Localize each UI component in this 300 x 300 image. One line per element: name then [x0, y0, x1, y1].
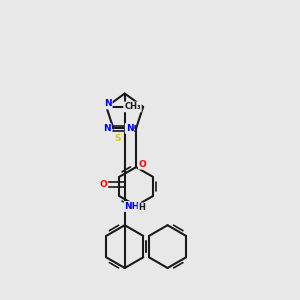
Text: O: O: [139, 160, 146, 169]
Text: N: N: [104, 99, 112, 108]
Text: CH₃: CH₃: [124, 102, 141, 111]
Text: O: O: [100, 180, 107, 189]
Text: S: S: [114, 134, 121, 142]
Text: NH: NH: [124, 202, 140, 211]
Text: H: H: [139, 203, 145, 212]
Text: N: N: [126, 124, 134, 133]
Text: N: N: [103, 124, 111, 133]
